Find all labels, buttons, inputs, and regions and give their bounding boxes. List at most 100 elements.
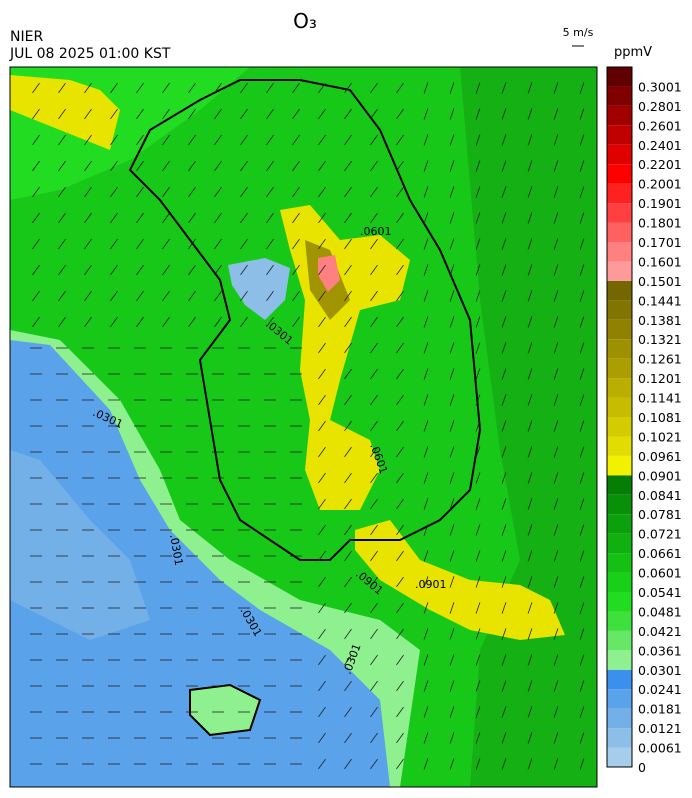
wind-arrow — [396, 420, 404, 432]
wind-arrow — [449, 550, 455, 562]
wind-arrow — [475, 680, 481, 692]
wind-arrow — [423, 316, 429, 328]
wind-arrow — [579, 628, 585, 640]
wind-arrow — [318, 160, 326, 172]
wind-arrow — [527, 602, 533, 614]
wind-arrow — [370, 628, 378, 640]
wind-arrow — [344, 212, 352, 224]
wind-arrow — [553, 472, 559, 484]
wind-arrow — [370, 108, 378, 120]
wind-arrow — [318, 316, 326, 328]
colorbar-box — [607, 514, 632, 534]
wind-arrow — [188, 108, 196, 120]
wind-arrow — [240, 212, 248, 224]
wind-arrow — [449, 394, 455, 406]
wind-arrow — [370, 212, 378, 224]
wind-arrow — [501, 264, 507, 276]
wind-arrow — [344, 134, 352, 146]
wind-arrow — [527, 160, 533, 172]
wind-arrow — [475, 368, 481, 380]
wind-arrow — [423, 446, 429, 458]
colorbar-box — [607, 533, 632, 554]
wind-arrow — [553, 290, 559, 302]
wind-arrow — [423, 160, 429, 172]
wind-arrow — [475, 758, 481, 770]
wind-arrow — [370, 602, 378, 614]
wind-arrow — [527, 420, 533, 432]
wind-arrow — [292, 316, 300, 328]
wind-arrow — [318, 134, 326, 146]
wind-arrow — [266, 160, 274, 172]
wind-arrow — [579, 134, 585, 146]
colorbar-box — [607, 572, 632, 592]
wind-arrow — [344, 576, 352, 588]
wind-arrow — [501, 368, 507, 380]
wind-arrow — [501, 290, 507, 302]
contour-label: .0601 — [360, 225, 392, 238]
wind-arrow — [475, 134, 481, 146]
wind-arrow — [527, 498, 533, 510]
wind-arrow — [136, 264, 144, 276]
wind-arrow — [110, 212, 118, 224]
wind-arrow — [318, 290, 326, 302]
wind-arrow — [292, 134, 300, 146]
wind-arrow — [527, 134, 533, 146]
wind-arrow — [579, 160, 585, 172]
wind-arrow — [553, 524, 559, 536]
wind-arrow — [136, 290, 144, 302]
wind-arrow — [475, 160, 481, 172]
wind-arrow — [501, 498, 507, 510]
wind-arrow — [449, 160, 455, 172]
colorbar-label: 0.1601 — [638, 254, 682, 269]
wind-arrow — [344, 264, 352, 276]
wind-arrow — [501, 472, 507, 484]
wind-arrow — [553, 160, 559, 172]
wind-arrow — [162, 316, 170, 328]
wind-arrow — [475, 706, 481, 718]
wind-arrow — [266, 212, 274, 224]
wind-arrow — [136, 134, 144, 146]
wind-arrow — [475, 420, 481, 432]
colorbar-box — [607, 611, 632, 631]
wind-arrow — [214, 160, 222, 172]
colorbar-label: 0.0241 — [638, 682, 682, 697]
wind-arrow — [32, 238, 40, 250]
wind-arrow — [344, 680, 352, 692]
wind-arrow — [423, 472, 429, 484]
east-sea — [460, 67, 597, 787]
wind-arrow — [188, 316, 196, 328]
wind-arrow — [32, 290, 40, 302]
wind-arrow — [475, 394, 481, 406]
colorbar-box — [607, 747, 632, 767]
wind-arrow — [527, 186, 533, 198]
wind-arrow — [84, 212, 92, 224]
wind-arrow — [370, 238, 378, 250]
yellow-nw — [10, 75, 120, 150]
yellow-south — [355, 520, 565, 640]
wind-arrow — [501, 82, 507, 94]
wind-arrow — [266, 82, 274, 94]
wind-arrow — [475, 732, 481, 744]
wind-arrow — [553, 238, 559, 250]
wind-arrow — [136, 238, 144, 250]
colorbar-label: 0 — [638, 760, 646, 775]
colorbar-label: 0.2401 — [638, 138, 682, 153]
colorbar-label: 0.1901 — [638, 196, 682, 211]
wind-arrow — [475, 446, 481, 458]
wind-arrow — [240, 108, 248, 120]
wind-arrow — [501, 238, 507, 250]
wind-arrow — [423, 732, 429, 744]
wind-arrow — [58, 82, 66, 94]
colorbar-label: 0.0841 — [638, 488, 682, 503]
wind-arrow — [136, 316, 144, 328]
wind-arrow — [396, 706, 404, 718]
wind-arrow — [396, 472, 404, 484]
wind-arrow — [344, 550, 352, 562]
colorbar-box — [607, 378, 632, 398]
wind-arrow — [475, 316, 481, 328]
wind-arrow — [84, 238, 92, 250]
colorbar-box — [607, 144, 632, 165]
wind-arrow — [396, 576, 404, 588]
wind-arrow — [58, 290, 66, 302]
